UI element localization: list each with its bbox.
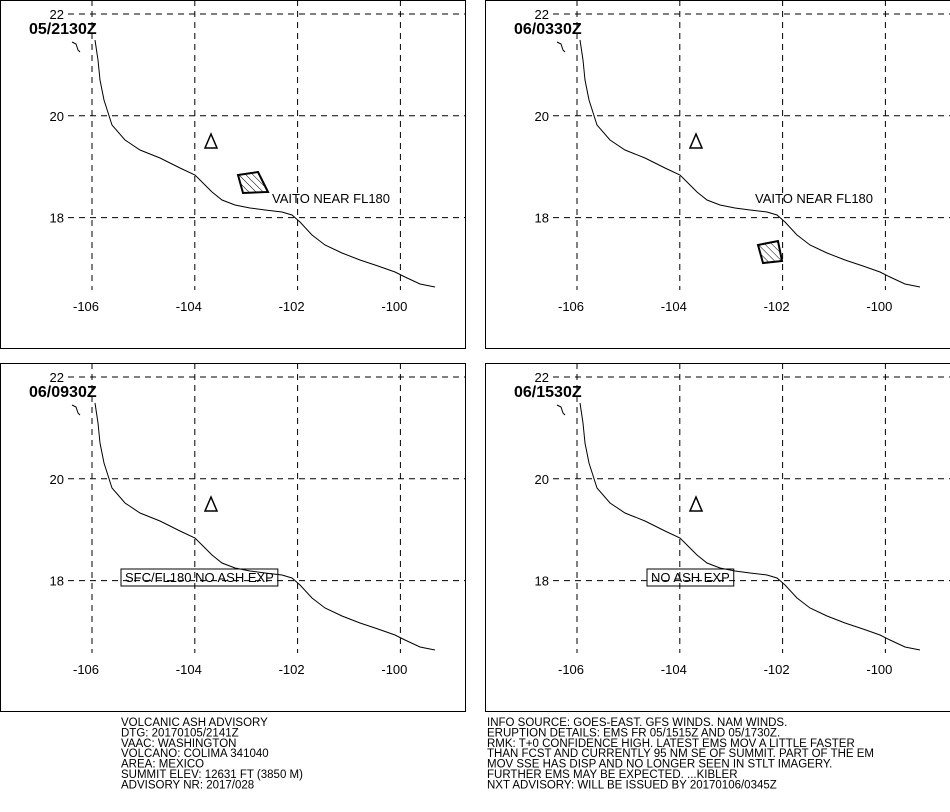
x-tick-label: -100	[381, 662, 407, 677]
x-tick-label: -100	[866, 299, 892, 314]
valid-time: 05/2130Z	[29, 21, 97, 38]
advisory-line: SUMMIT ELEV: 12631 FT (3850 M)	[121, 769, 303, 781]
x-tick-label: -104	[661, 662, 687, 677]
advisory-line: VOLCANO: COLIMA 341040	[121, 748, 269, 760]
y-tick-label: 22	[50, 7, 64, 22]
x-tick-label: -106	[73, 299, 99, 314]
coastline	[71, 402, 436, 651]
y-tick-label: 18	[50, 574, 64, 589]
annotation: NO ASH EXP	[651, 570, 730, 585]
x-tick-label: -104	[176, 299, 202, 314]
panel-border	[0, 363, 466, 712]
advisory-line: ADVISORY NR: 2017/028	[121, 779, 254, 791]
x-tick-label: -106	[558, 299, 584, 314]
volcano-symbol	[204, 496, 218, 512]
x-tick-label: -102	[764, 299, 790, 314]
valid-time: 06/0330Z	[514, 21, 582, 38]
x-tick-label: -100	[381, 299, 407, 314]
advisory-line: NXT ADVISORY: WILL BE ISSUED BY 20170106…	[487, 779, 777, 791]
volcano-symbol	[204, 133, 218, 149]
valid-time: 06/0930Z	[29, 384, 97, 401]
annotation: VAITO NEAR FL180	[755, 191, 873, 206]
y-tick-label: 20	[50, 472, 64, 487]
volcano-symbol	[689, 133, 703, 149]
x-tick-label: -104	[661, 299, 687, 314]
y-tick-label: 20	[535, 472, 549, 487]
x-tick-label: -106	[73, 662, 99, 677]
ash-area	[236, 170, 270, 195]
panel-border	[485, 0, 950, 349]
y-tick-label: 22	[535, 370, 549, 385]
map-panel: -106 -104 -102 -100 22 20 18 06/0330Z VAITO NEAR…	[485, 0, 950, 349]
advisory-line: FURTHER EMS MAY BE EXPECTED. ...KIBLER	[487, 769, 738, 781]
coastline	[556, 39, 921, 288]
y-tick-label: 18	[535, 574, 549, 589]
advisory-line: ERUPTION DETAILS: EMS FR 05/1515Z AND 05…	[487, 727, 780, 739]
map-panel: -106 -104 -102 -100 22 20 18 06/0930Z SFC/FL180 …	[0, 363, 466, 712]
y-tick-label: 22	[50, 370, 64, 385]
x-tick-label: -100	[866, 662, 892, 677]
advisory-line: INFO SOURCE: GOES-EAST. GFS WINDS. NAM W…	[487, 717, 787, 729]
panel-border	[0, 0, 466, 349]
x-tick-label: -102	[279, 299, 305, 314]
y-tick-label: 18	[50, 211, 64, 226]
annotation-box	[646, 568, 735, 587]
map-panel: -106 -104 -102 -100 22 20 18 05/2130Z VAITO NEAR…	[0, 0, 466, 349]
advisory-line: AREA: MEXICO	[121, 759, 204, 771]
volcano-symbol	[689, 496, 703, 512]
y-tick-label: 22	[535, 7, 549, 22]
coastline	[71, 39, 436, 288]
annotation-box	[120, 568, 279, 587]
annotation: VAITO NEAR FL180	[272, 191, 390, 206]
advisory-line: VOLCANIC ASH ADVISORY	[121, 717, 268, 729]
y-tick-label: 18	[535, 211, 549, 226]
map-panel: -106 -104 -102 -100 22 20 18 06/1530Z NO ASH EXP	[485, 363, 950, 712]
ash-area	[756, 239, 784, 265]
advisory-line: DTG: 20170105/2141Z	[121, 727, 239, 739]
x-tick-label: -102	[764, 662, 790, 677]
y-tick-label: 20	[50, 109, 64, 124]
x-tick-label: -102	[279, 662, 305, 677]
advisory-line: VAAC: WASHINGTON	[121, 738, 236, 750]
annotation: SFC/FL180 NO ASH EXP	[125, 570, 274, 585]
y-tick-label: 20	[535, 109, 549, 124]
advisory-line: THAN FCST AND CURRENTLY 95 NM SE OF SUMM…	[487, 748, 874, 760]
panel-border	[485, 363, 950, 712]
x-tick-label: -104	[176, 662, 202, 677]
advisory-line: MOV SSE HAS DISP AND NO LONGER SEEN IN S…	[487, 759, 832, 771]
advisory-line: RMK: T+0 CONFIDENCE HIGH. LATEST EMS MOV…	[487, 738, 855, 750]
x-tick-label: -106	[558, 662, 584, 677]
valid-time: 06/1530Z	[514, 384, 582, 401]
coastline	[556, 402, 921, 651]
